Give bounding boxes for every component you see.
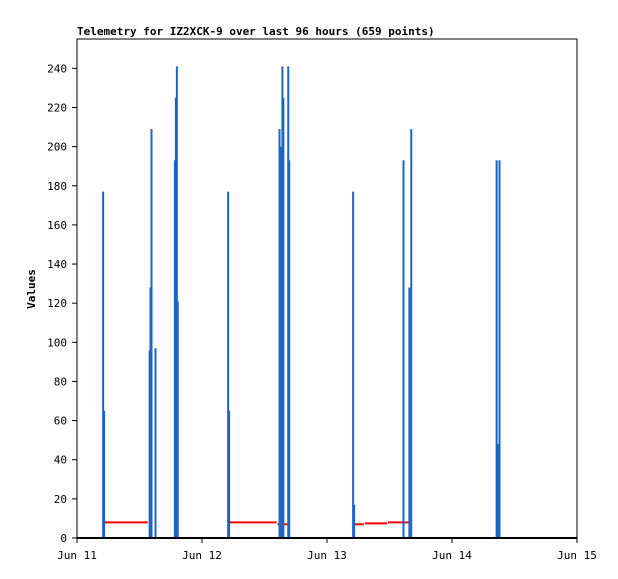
data-bar	[410, 129, 413, 538]
data-bar	[353, 504, 356, 538]
data-bar	[352, 191, 355, 538]
y-tick-label: 200	[47, 141, 67, 154]
y-tick-label: 20	[54, 493, 67, 506]
data-bar	[408, 287, 411, 538]
y-tick-label: 180	[47, 180, 67, 193]
data-bar	[150, 129, 153, 538]
y-tick-label: 40	[54, 454, 67, 467]
data-bar	[402, 160, 405, 538]
data-bar	[228, 410, 231, 538]
y-tick-label: 240	[47, 62, 67, 75]
y-tick-label: 140	[47, 258, 67, 271]
y-tick-label: 220	[47, 101, 67, 114]
x-tick-label: Jun 12	[182, 549, 222, 562]
data-bar	[103, 410, 106, 538]
red-series	[102, 521, 410, 526]
data-bar	[495, 160, 498, 538]
y-tick-label: 160	[47, 219, 67, 232]
data-bar	[176, 301, 179, 538]
y-axis: 0 20 40 60 80 100 120 140 160 180 200 220 240	[47, 62, 77, 545]
data-bar	[498, 160, 501, 538]
x-tick-label: Jun 14	[432, 549, 472, 562]
data-bar	[102, 191, 105, 538]
data-bar	[227, 191, 230, 538]
y-axis-label: Values	[25, 269, 38, 309]
data-bar	[288, 160, 291, 538]
x-tick-label: Jun 15	[557, 549, 597, 562]
y-tick-label: 120	[47, 297, 67, 310]
y-tick-label: 80	[54, 375, 67, 388]
data-bar	[282, 97, 285, 539]
x-tick-label: Jun 11	[57, 549, 97, 562]
chart-title: Telemetry for IZ2XCK-9 over last 96 hour…	[77, 25, 435, 38]
y-tick-label: 0	[60, 532, 67, 545]
y-tick-label: 60	[54, 415, 67, 428]
x-axis: Jun 11 Jun 12 Jun 13 Jun 14 Jun 15	[57, 538, 597, 562]
data-bar	[154, 348, 157, 538]
blue-series	[102, 66, 501, 539]
data-bar	[496, 444, 499, 538]
x-tick-label: Jun 13	[307, 549, 347, 562]
y-tick-label: 100	[47, 336, 67, 349]
data-bar	[279, 146, 282, 539]
